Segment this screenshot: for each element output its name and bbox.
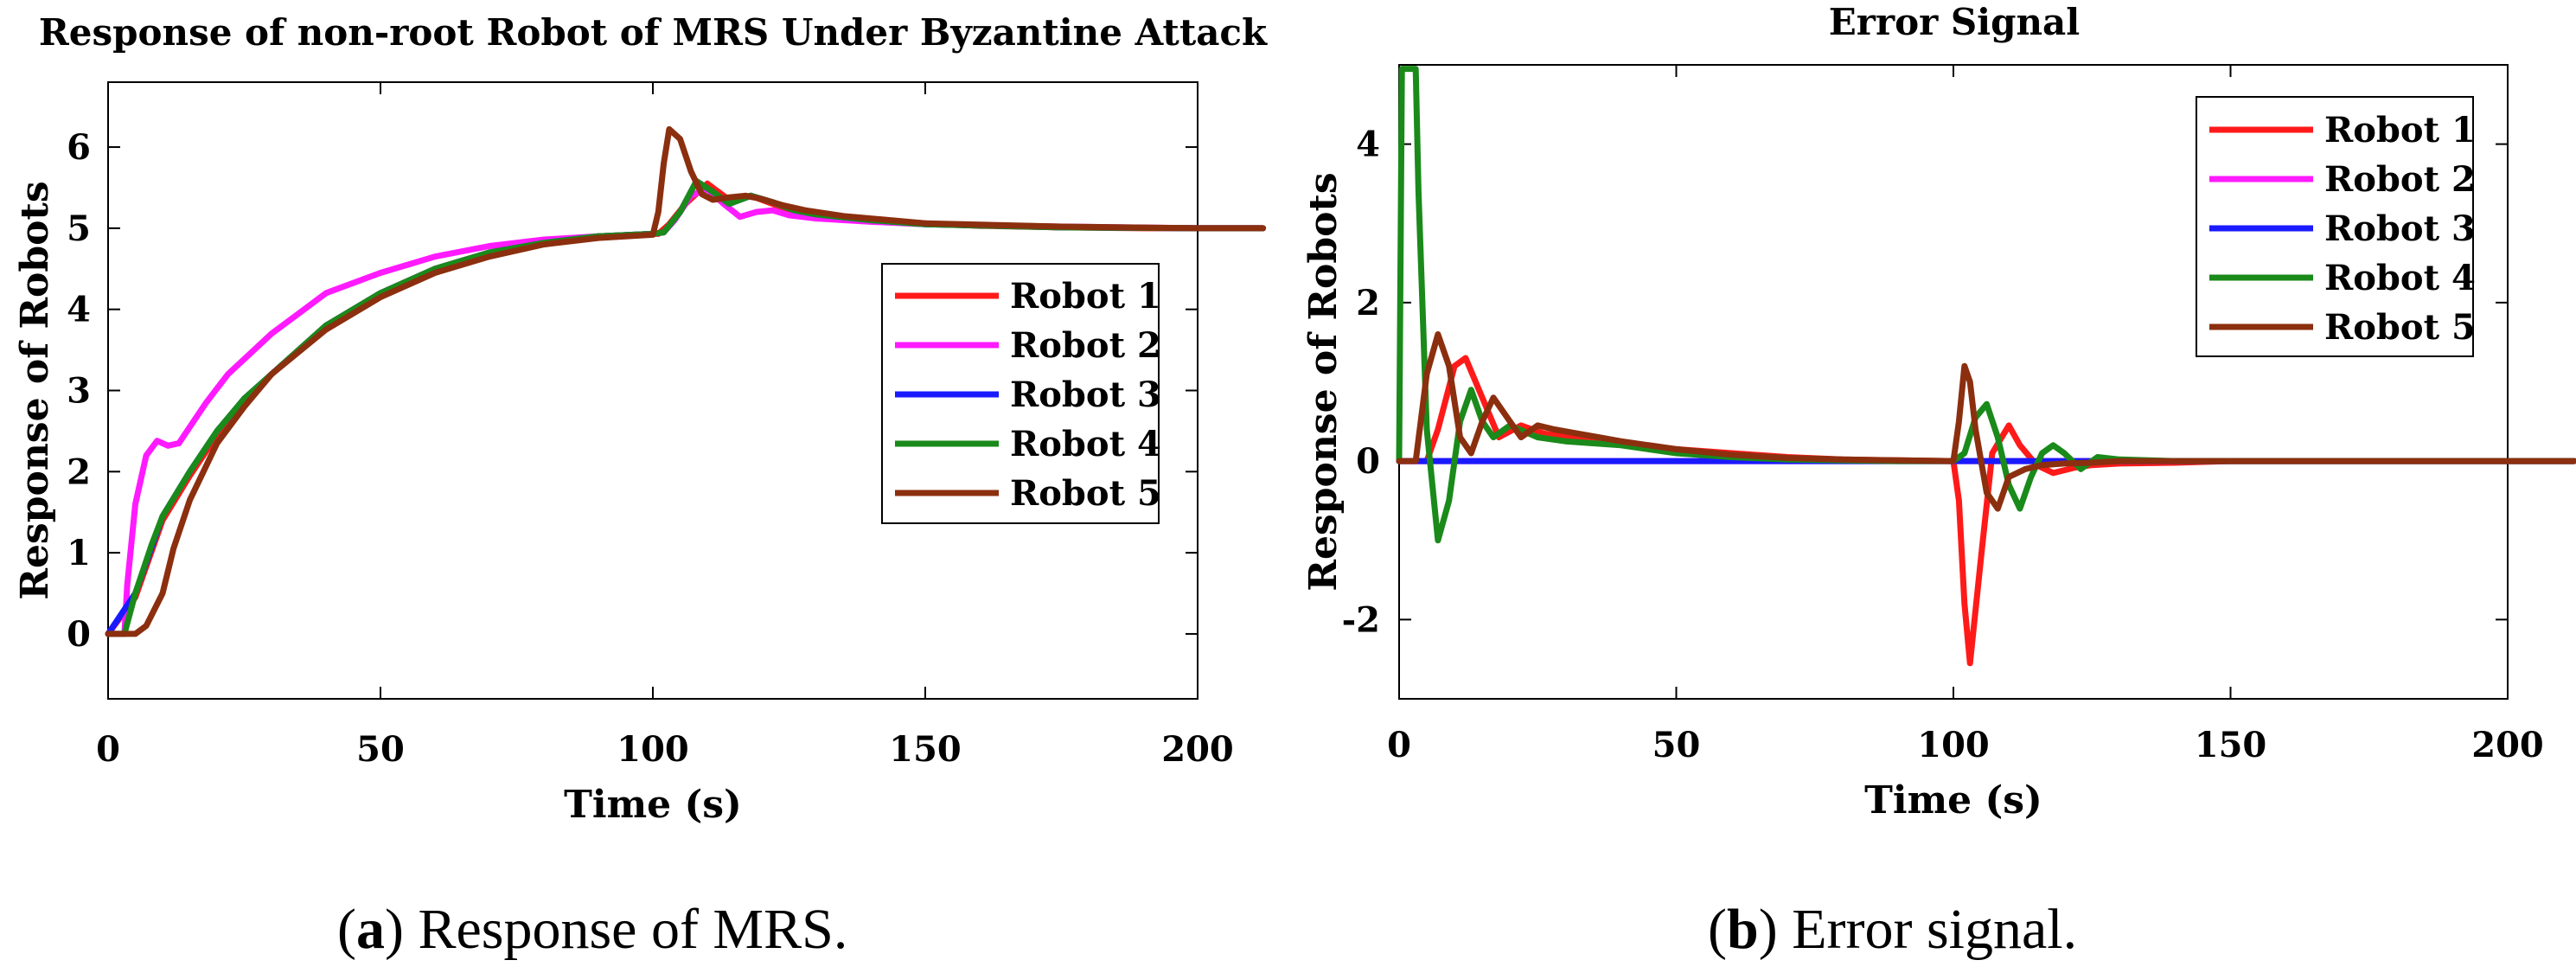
y-tick-label: 2 (1356, 283, 1380, 323)
x-tick-label: 200 (1161, 729, 1234, 770)
caption-paren: ) (385, 898, 418, 961)
y-tick-label: 4 (1356, 125, 1380, 165)
y-tick-label: 0 (1356, 441, 1380, 482)
caption-body: Response of MRS. (418, 898, 847, 961)
x-tick-label: 100 (617, 729, 689, 770)
y-tick-label: 3 (67, 371, 91, 412)
caption-paren: ) (1759, 898, 1792, 961)
series-line-robot-5 (1396, 331, 2576, 512)
legend-label-robot-2: Robot 2 (1010, 325, 1161, 366)
caption-paren: ( (1708, 898, 1727, 961)
x-tick-label: 150 (2195, 725, 2267, 765)
legend-label-robot-1: Robot 1 (1010, 276, 1161, 317)
figure-caption: (a) Response of MRS. (337, 898, 847, 961)
legend-label-robot-3: Robot 3 (2324, 208, 2476, 249)
x-tick-label: 150 (889, 729, 962, 770)
chart-title: Response of non-root Robot of MRS Under … (39, 11, 1268, 54)
series-line-robot-2 (105, 186, 1267, 637)
legend-label-robot-3: Robot 3 (1010, 374, 1161, 415)
x-axis-label: Time (s) (1864, 778, 2042, 823)
x-tick-label: 0 (96, 729, 120, 770)
y-axis-label: Response of Robots (1301, 172, 1346, 591)
x-tick-label: 50 (356, 729, 405, 770)
x-axis-label: Time (s) (564, 783, 742, 827)
y-axis-label: Response of Robots (13, 181, 57, 599)
x-tick-label: 50 (1652, 725, 1701, 765)
chart-2: Error Signal 0 50 100 150 200 -2 0 2 4 Time (s) Res… (1301, 1, 2576, 961)
legend-label-robot-2: Robot 2 (2324, 159, 2476, 200)
y-tick-label: 0 (67, 614, 91, 655)
series-line-robot-5 (105, 125, 1267, 637)
x-tick-label: 200 (2471, 725, 2544, 765)
y-tick-label: 5 (67, 208, 91, 249)
legend-label-robot-4: Robot 4 (1010, 424, 1161, 464)
legend-label-robot-5: Robot 5 (2324, 307, 2476, 348)
legend-label-robot-5: Robot 5 (1010, 473, 1161, 514)
caption-letter: b (1727, 898, 1759, 961)
y-tick-label: 2 (67, 451, 91, 492)
figure-caption: (b) Error signal. (1708, 898, 2077, 961)
legend-label-robot-4: Robot 4 (2324, 258, 2476, 298)
chart-1: Response of non-root Robot of MRS Under … (13, 11, 1268, 961)
legend-label-robot-1: Robot 1 (2324, 110, 2476, 150)
legend: Robot 1 Robot 2 Robot 3 Robot 4 Robot 5 (2196, 96, 2476, 357)
y-tick-label: 6 (67, 127, 91, 168)
y-tick-label: 4 (67, 290, 91, 330)
x-tick-label: 100 (1917, 725, 1990, 765)
chart-title: Error Signal (1829, 1, 2080, 43)
y-tick-label: 1 (67, 533, 91, 573)
y-tick-label: -2 (1342, 599, 1380, 640)
legend: Robot 1 Robot 2 Robot 3 Robot 4 Robot 5 (881, 263, 1161, 524)
caption-body: Error signal. (1792, 898, 2077, 961)
caption-paren: ( (337, 898, 356, 961)
caption-letter: a (356, 898, 385, 961)
x-tick-label: 0 (1387, 725, 1411, 765)
